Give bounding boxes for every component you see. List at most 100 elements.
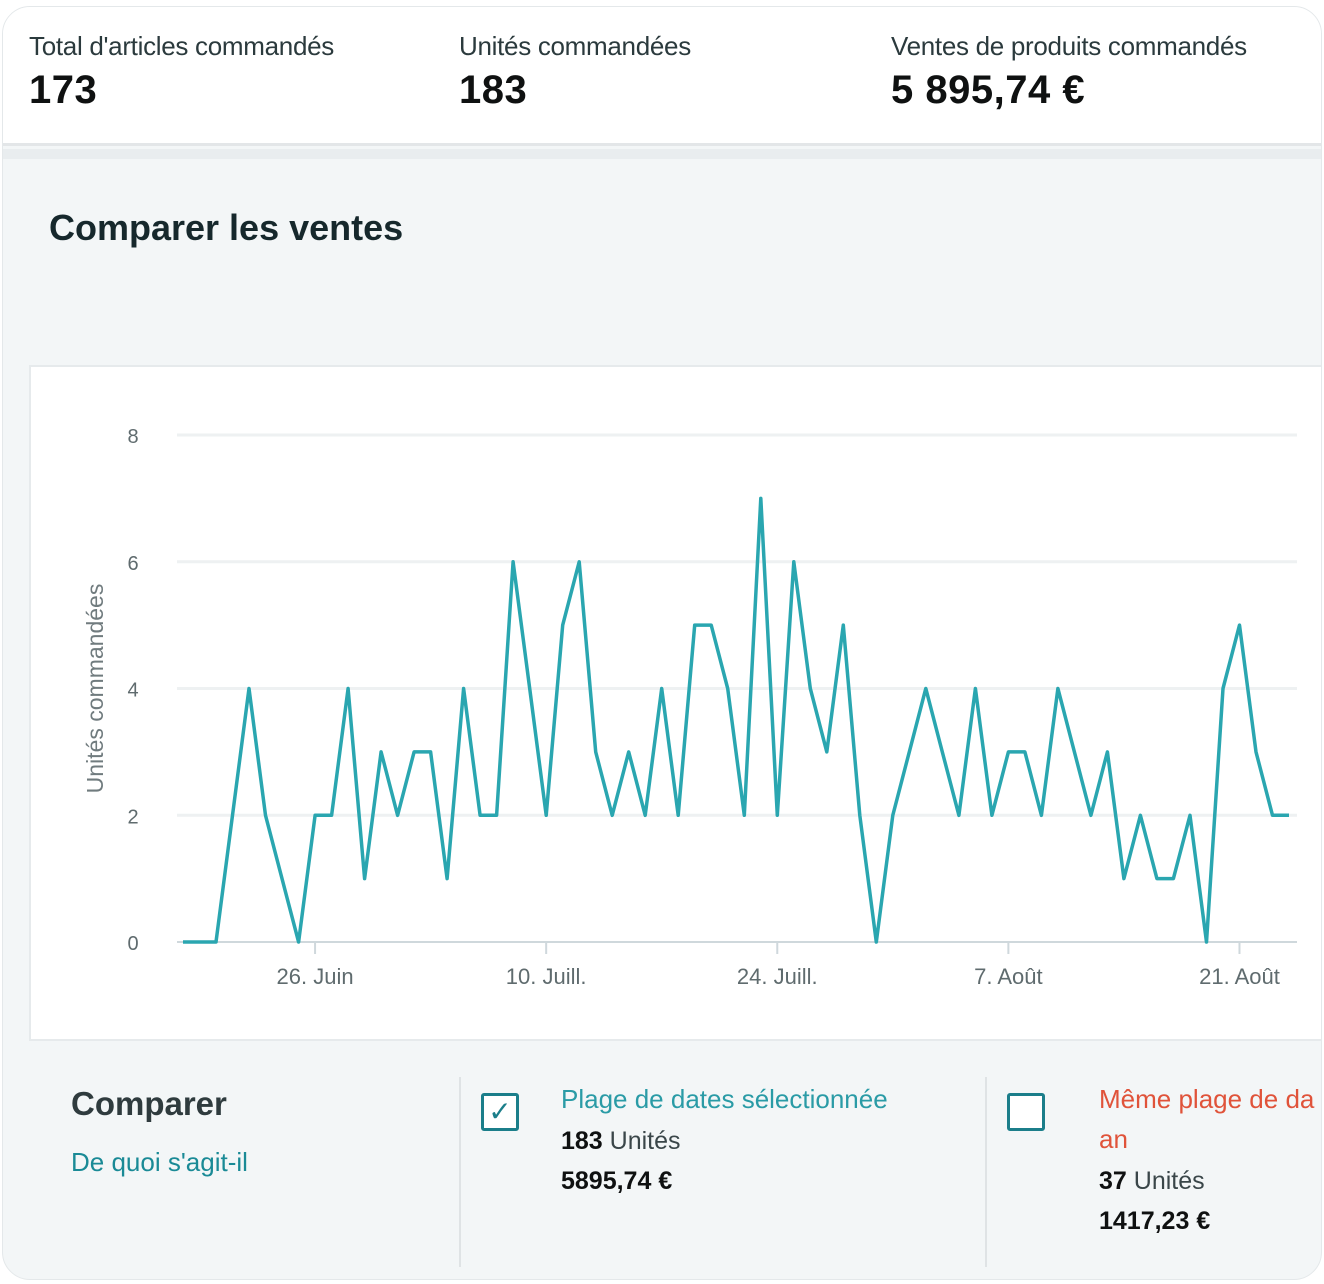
data-point <box>545 814 548 817</box>
metric-value: 173 <box>29 68 98 112</box>
metric-label: Total d'articles commandés <box>29 31 334 61</box>
data-point <box>1155 877 1158 880</box>
data-point <box>743 814 746 817</box>
selected-range-amount: 5895,74 € <box>561 1167 672 1196</box>
data-point <box>281 877 284 880</box>
same-range-last-year-title-line2: an <box>1099 1124 1128 1154</box>
data-point <box>924 687 927 690</box>
data-point <box>330 814 333 817</box>
data-point <box>1056 687 1059 690</box>
data-point <box>908 750 911 753</box>
data-point <box>792 560 795 563</box>
data-point <box>380 750 383 753</box>
data-point <box>396 814 399 817</box>
x-tick-label: 26. Juin <box>277 964 354 989</box>
data-point <box>1073 750 1076 753</box>
compare-title: Comparer <box>71 1085 227 1122</box>
data-point <box>413 750 416 753</box>
x-tick-label: 24. Juill. <box>737 964 818 989</box>
y-tick-label: 4 <box>127 680 138 702</box>
metric-value: 183 <box>459 68 528 112</box>
data-point <box>495 814 498 817</box>
data-point <box>479 814 482 817</box>
data-point <box>726 687 729 690</box>
data-point <box>429 750 432 753</box>
same-range-units: 37 Unités <box>1099 1167 1205 1196</box>
units-label: Unités <box>609 1127 681 1155</box>
same-range-last-year-checkbox[interactable] <box>1007 1093 1045 1131</box>
data-point <box>974 687 977 690</box>
data-point <box>198 941 201 944</box>
units-value: 37 <box>1099 1167 1127 1195</box>
data-point <box>297 941 300 944</box>
amount-value: 5895,74 € <box>561 1167 673 1195</box>
metric-units: Unités commandées 183 <box>459 31 691 113</box>
compare-section: Comparer De quoi s'agit-il ✓ Plage de da… <box>3 1047 1321 1279</box>
section-title: Comparer les ventes <box>49 207 404 248</box>
data-point <box>1139 814 1142 817</box>
data-point <box>677 814 680 817</box>
sales-card: Total d'articles commandés 173 Unités co… <box>2 6 1322 1280</box>
data-point <box>1089 814 1092 817</box>
x-tick-label: 10. Juill. <box>506 964 587 989</box>
data-point <box>231 814 234 817</box>
data-point <box>264 814 267 817</box>
data-point <box>1122 877 1125 880</box>
data-point <box>710 624 713 627</box>
data-point <box>446 877 449 880</box>
data-point <box>347 687 350 690</box>
metrics-bar: Total d'articles commandés 173 Unités co… <box>3 7 1321 146</box>
data-point <box>611 814 614 817</box>
data-point <box>1271 814 1274 817</box>
selected-range-title: Plage de dates sélectionnée <box>561 1084 888 1114</box>
data-point <box>1238 624 1241 627</box>
y-tick-label: 8 <box>127 426 138 448</box>
data-point <box>627 750 630 753</box>
data-point <box>1106 750 1109 753</box>
data-point <box>561 624 564 627</box>
metric-total-articles: Total d'articles commandés 173 <box>29 31 334 113</box>
data-point <box>693 624 696 627</box>
data-point <box>248 687 251 690</box>
data-point <box>776 814 779 817</box>
series-line-units <box>183 496 1289 944</box>
chart-panel: 0 2 4 6 8 26. Juin 10. Juill. 24. Juill. 7. Août… <box>29 365 1321 1041</box>
data-point <box>1288 814 1291 817</box>
data-point <box>825 750 828 753</box>
data-point <box>1221 687 1224 690</box>
data-point <box>512 560 515 563</box>
divider <box>985 1077 987 1267</box>
data-point <box>215 941 218 944</box>
units-label: Unités <box>1133 1167 1205 1195</box>
y-tick-label: 6 <box>127 553 138 575</box>
divider <box>459 1077 461 1267</box>
data-point <box>842 624 845 627</box>
units-value: 183 <box>561 1127 603 1155</box>
data-point <box>314 814 317 817</box>
metric-value: 5 895,74 € <box>891 68 1086 112</box>
selected-range-units: 183 Unités <box>561 1127 681 1156</box>
data-point <box>1023 750 1026 753</box>
data-point <box>891 814 894 817</box>
same-range-last-year-title: Même plage de da <box>1099 1084 1315 1114</box>
divider <box>3 149 1321 159</box>
data-point <box>528 687 531 690</box>
data-point <box>957 814 960 817</box>
what-is-it-link[interactable]: De quoi s'agit-il <box>71 1147 248 1177</box>
metric-label: Ventes de produits commandés <box>891 31 1247 61</box>
data-point <box>182 941 185 944</box>
same-range-amount: 1417,23 € <box>1099 1207 1210 1236</box>
metric-sales: Ventes de produits commandés 5 895,74 € <box>891 31 1247 113</box>
y-tick-label: 0 <box>127 933 138 955</box>
data-point <box>875 941 878 944</box>
data-point <box>1007 750 1010 753</box>
data-point <box>1040 814 1043 817</box>
data-point <box>1205 941 1208 944</box>
data-point <box>1188 814 1191 817</box>
data-point <box>759 497 762 500</box>
y-axis-label: Unités commandées <box>82 584 108 794</box>
selected-range-checkbox[interactable]: ✓ <box>481 1093 519 1131</box>
data-point <box>941 750 944 753</box>
x-tick-label: 7. Août <box>974 964 1043 989</box>
data-point <box>1172 877 1175 880</box>
